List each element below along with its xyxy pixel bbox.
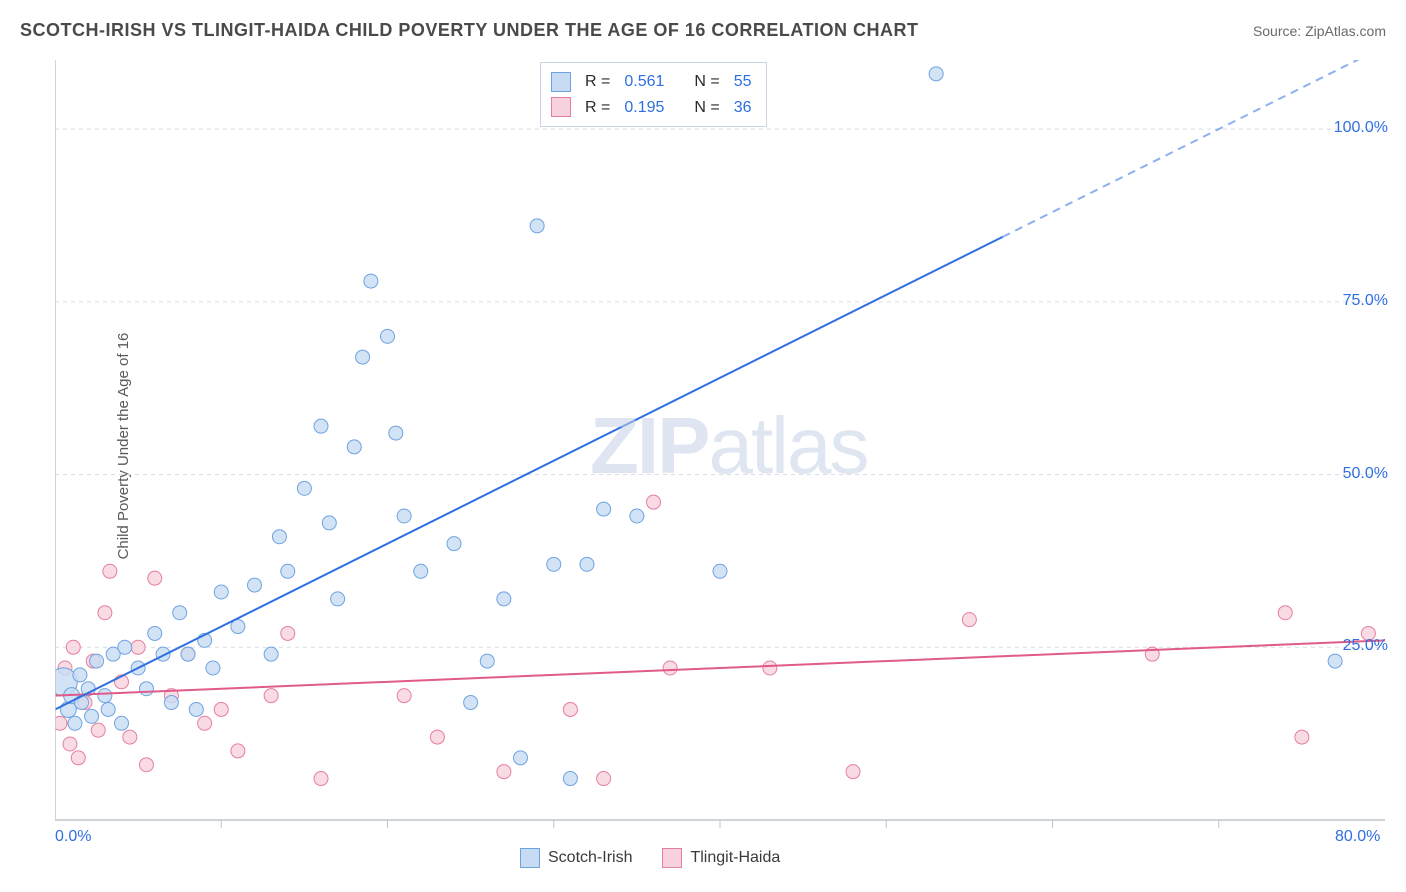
legend-row-tlingit-haida: R = 0.195 N = 36	[551, 95, 752, 121]
n-value-scotch-irish: 55	[734, 69, 752, 95]
swatch-tlingit-haida	[662, 848, 682, 868]
y-tick-label: 75.0%	[1343, 292, 1388, 310]
r-value-tlingit-haida: 0.195	[624, 95, 664, 121]
legend-item-tlingit-haida: Tlingit-Haida	[662, 848, 780, 868]
series-label-scotch-irish: Scotch-Irish	[548, 849, 632, 867]
title-bar: SCOTCH-IRISH VS TLINGIT-HAIDA CHILD POVE…	[20, 20, 1386, 41]
source-name: ZipAtlas.com	[1305, 23, 1386, 39]
source-label: Source:	[1253, 23, 1301, 39]
r-label: R =	[585, 69, 610, 95]
r-label: R =	[585, 95, 610, 121]
scatter-plot	[55, 60, 1385, 840]
series-label-tlingit-haida: Tlingit-Haida	[690, 849, 780, 867]
y-tick-label: 50.0%	[1343, 465, 1388, 483]
source-attribution: Source: ZipAtlas.com	[1253, 23, 1386, 39]
series-legend: Scotch-Irish Tlingit-Haida	[520, 848, 780, 868]
swatch-tlingit-haida	[551, 97, 571, 117]
n-label: N =	[694, 95, 719, 121]
swatch-scotch-irish	[520, 848, 540, 868]
swatch-scotch-irish	[551, 72, 571, 92]
x-tick-label: 0.0%	[55, 828, 91, 846]
y-tick-label: 100.0%	[1334, 119, 1388, 137]
x-tick-label: 80.0%	[1335, 828, 1380, 846]
legend-item-scotch-irish: Scotch-Irish	[520, 848, 632, 868]
plot-area	[55, 60, 1385, 840]
r-value-scotch-irish: 0.561	[624, 69, 664, 95]
n-label: N =	[694, 69, 719, 95]
correlation-legend: R = 0.561 N = 55 R = 0.195 N = 36	[540, 62, 767, 127]
n-value-tlingit-haida: 36	[734, 95, 752, 121]
chart-title: SCOTCH-IRISH VS TLINGIT-HAIDA CHILD POVE…	[20, 20, 919, 41]
y-tick-label: 25.0%	[1343, 637, 1388, 655]
legend-row-scotch-irish: R = 0.561 N = 55	[551, 69, 752, 95]
